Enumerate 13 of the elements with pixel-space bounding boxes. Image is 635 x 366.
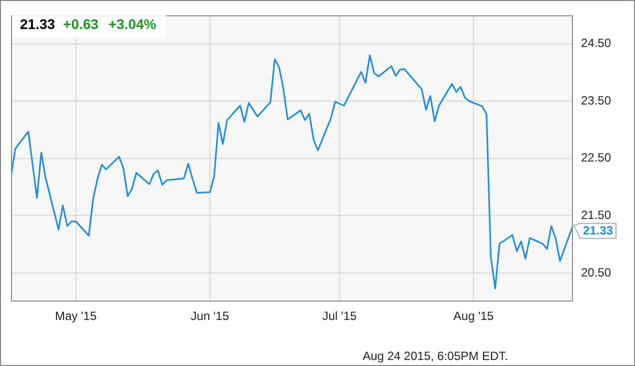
annotation: 21.33 [582, 224, 614, 238]
y-tick-label: 20.50 [580, 265, 612, 280]
y-tick-label: 21.50 [580, 208, 612, 222]
y-tick-label: 23.50 [580, 93, 612, 108]
x-tick-label: Aug '15 [453, 309, 494, 324]
chart-title: 21.33 [20, 16, 56, 32]
x-tick-label: Jul '15 [322, 309, 358, 324]
y-tick-label: 22.50 [580, 150, 612, 165]
chart-subtitle: +0.63 +3.04% [63, 16, 156, 32]
x-tick-label: May '15 [55, 309, 97, 324]
x-tick-label: Jun '15 [190, 309, 230, 324]
text: Aug 24 2015, 6:05PM EDT. [362, 349, 508, 363]
y-tick-label: 24.50 [580, 36, 612, 50]
